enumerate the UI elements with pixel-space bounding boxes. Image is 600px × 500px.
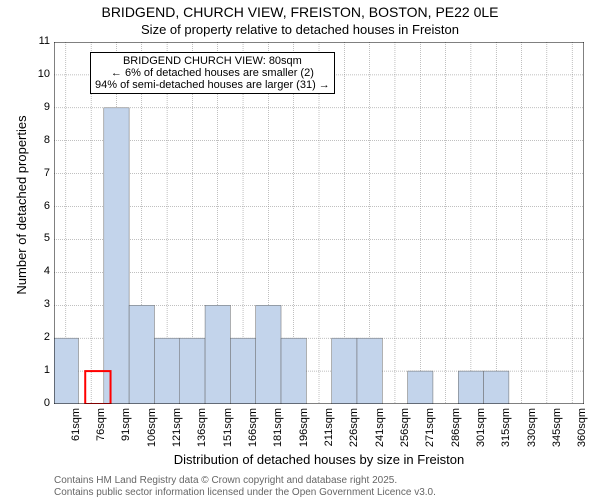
x-tick-label: 286sqm — [450, 408, 462, 448]
annotation-line1: BRIDGEND CHURCH VIEW: 80sqm — [95, 55, 330, 67]
plot-area — [54, 42, 584, 404]
y-tick-label: 6 — [26, 200, 50, 212]
bar — [484, 371, 509, 404]
bar — [332, 338, 357, 404]
x-tick-label: 271sqm — [424, 408, 436, 448]
y-tick-label: 1 — [26, 364, 50, 376]
bar — [256, 305, 281, 404]
x-tick-label: 151sqm — [222, 408, 234, 448]
bar — [357, 338, 382, 404]
y-tick-label: 5 — [26, 232, 50, 244]
x-tick-label: 226sqm — [348, 408, 360, 448]
x-tick-label: 61sqm — [70, 408, 82, 448]
x-tick-label: 301sqm — [475, 408, 487, 448]
bar — [408, 371, 433, 404]
x-tick-label: 136sqm — [196, 408, 208, 448]
chart-container: BRIDGEND, CHURCH VIEW, FREISTON, BOSTON,… — [0, 0, 600, 500]
bar — [180, 338, 205, 404]
y-tick-label: 2 — [26, 331, 50, 343]
annotation-box: BRIDGEND CHURCH VIEW: 80sqm ← 6% of deta… — [90, 52, 335, 94]
bar — [230, 338, 255, 404]
x-tick-label: 330sqm — [526, 408, 538, 448]
x-tick-label: 196sqm — [298, 408, 310, 448]
x-tick-label: 181sqm — [272, 408, 284, 448]
y-tick-label: 7 — [26, 167, 50, 179]
bar — [205, 305, 230, 404]
bar — [54, 338, 78, 404]
y-tick-label: 8 — [26, 134, 50, 146]
bar — [104, 108, 129, 404]
x-tick-label: 91sqm — [120, 408, 132, 448]
bar — [281, 338, 306, 404]
bar — [154, 338, 179, 404]
x-tick-label: 166sqm — [247, 408, 259, 448]
y-tick-label: 10 — [26, 68, 50, 80]
footer-line1: Contains HM Land Registry data © Crown c… — [54, 475, 397, 486]
x-tick-label: 106sqm — [146, 408, 158, 448]
bar — [129, 305, 154, 404]
y-tick-label: 11 — [26, 35, 50, 47]
x-tick-label: 121sqm — [171, 408, 183, 448]
x-tick-label: 315sqm — [500, 408, 512, 448]
footer-line2: Contains public sector information licen… — [54, 487, 436, 498]
x-tick-label: 211sqm — [323, 408, 335, 448]
annotation-line2: ← 6% of detached houses are smaller (2) — [95, 67, 330, 79]
x-axis-label: Distribution of detached houses by size … — [54, 452, 584, 467]
y-tick-label: 9 — [26, 101, 50, 113]
chart-title: BRIDGEND, CHURCH VIEW, FREISTON, BOSTON,… — [0, 4, 600, 20]
chart-subtitle: Size of property relative to detached ho… — [0, 22, 600, 37]
bar — [458, 371, 483, 404]
x-tick-label: 360sqm — [576, 408, 588, 448]
y-tick-label: 4 — [26, 265, 50, 277]
x-tick-label: 345sqm — [551, 408, 563, 448]
x-tick-label: 241sqm — [374, 408, 386, 448]
y-tick-label: 0 — [26, 397, 50, 409]
x-tick-label: 256sqm — [399, 408, 411, 448]
y-tick-label: 3 — [26, 298, 50, 310]
annotation-line3: 94% of semi-detached houses are larger (… — [95, 79, 330, 91]
x-tick-label: 76sqm — [95, 408, 107, 448]
